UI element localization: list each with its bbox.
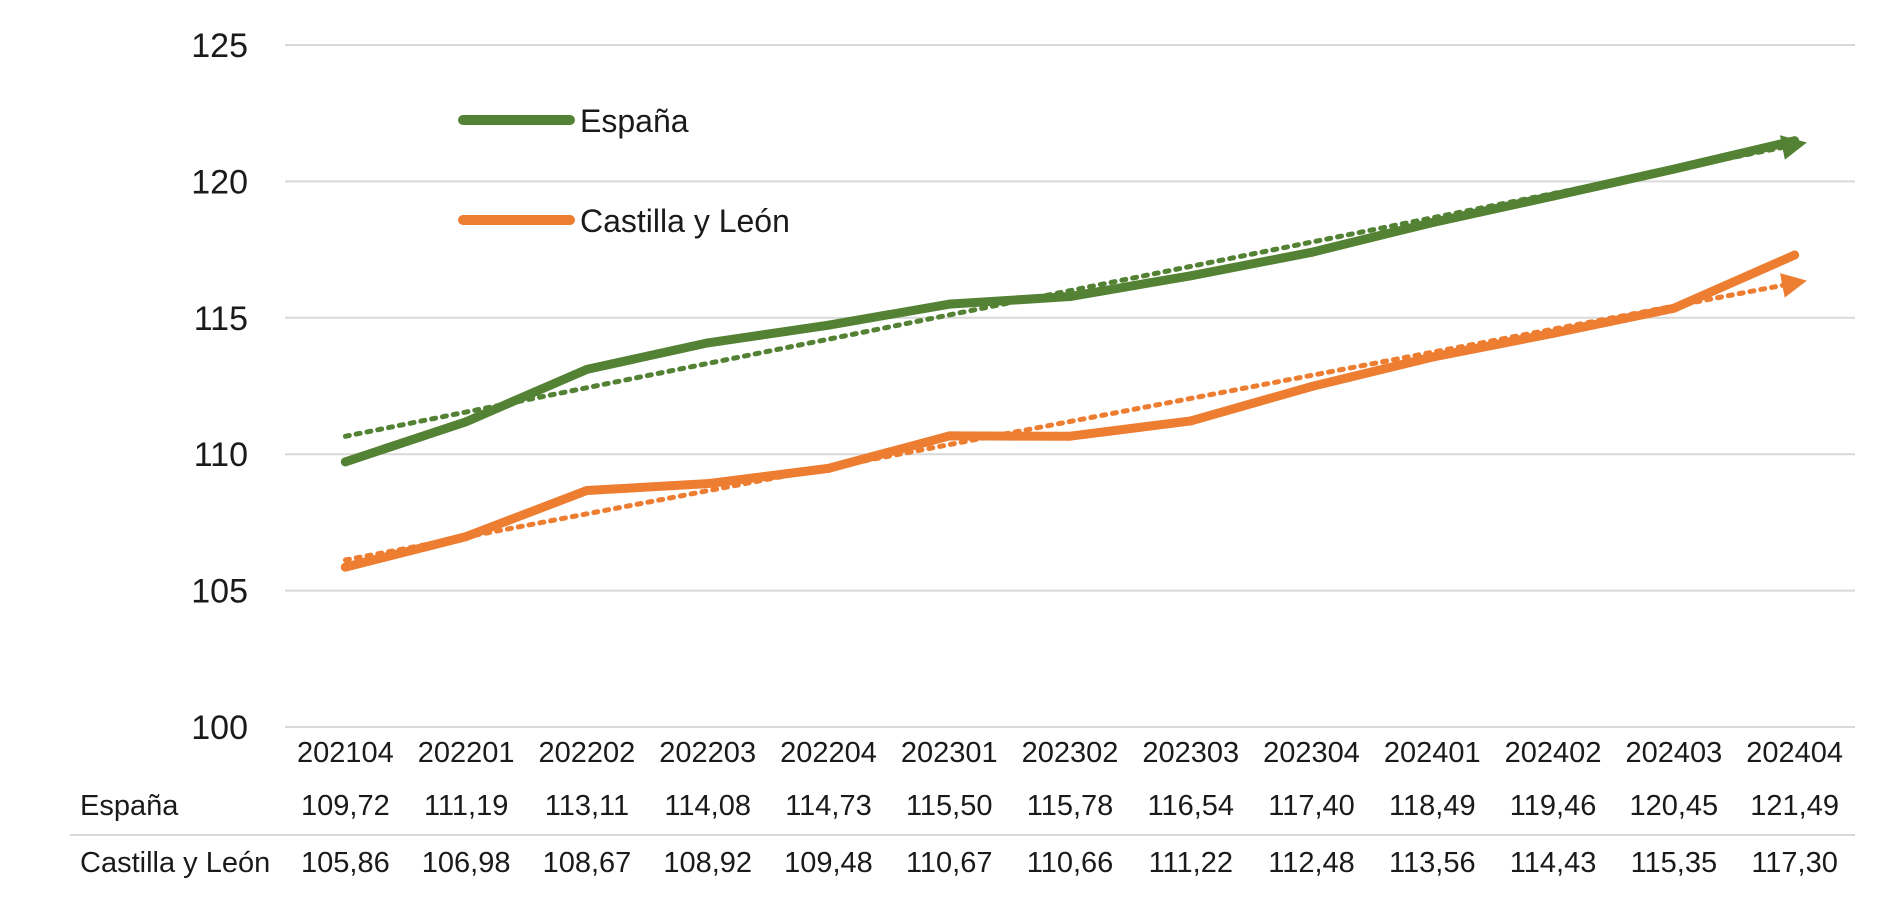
x-tick-label: 202304 (1263, 737, 1360, 769)
x-tick-label: 202301 (901, 737, 998, 769)
table-cell: 115,50 (906, 790, 993, 822)
table-cell: 117,40 (1268, 790, 1355, 822)
table-cell: 112,48 (1268, 847, 1355, 879)
table-cell: 119,46 (1510, 790, 1597, 822)
data-point (461, 417, 471, 427)
table-cell: 111,22 (1149, 847, 1233, 879)
data-point (1548, 328, 1558, 338)
x-tick-label: 202303 (1142, 737, 1239, 769)
legend-label: Castilla y León (580, 203, 790, 239)
data-point (1669, 164, 1679, 174)
data-point (1548, 191, 1558, 201)
y-tick-label: 105 (191, 573, 248, 611)
table-cell: 106,98 (422, 847, 511, 879)
x-tick-label: 202302 (1022, 737, 1119, 769)
x-tick-label: 202402 (1505, 737, 1602, 769)
data-point (582, 364, 592, 374)
data-point (823, 320, 833, 330)
data-point (944, 299, 954, 309)
data-point (1065, 431, 1075, 441)
data-point (1186, 271, 1196, 281)
x-tick-label: 202104 (297, 737, 394, 769)
table-cell: 110,66 (1027, 847, 1114, 879)
table-cell: 114,43 (1510, 847, 1597, 879)
series-line-espana (340, 136, 1800, 467)
table-cell: 118,49 (1389, 790, 1476, 822)
x-tick-label: 202403 (1625, 737, 1722, 769)
table-cell: 108,92 (663, 847, 752, 879)
data-point (1307, 247, 1317, 257)
data-point (1669, 303, 1679, 313)
x-tick-label: 202201 (418, 737, 515, 769)
data-point (1186, 416, 1196, 426)
legend-label: España (580, 103, 689, 139)
table-cell: 117,30 (1751, 847, 1838, 879)
data-point (1427, 218, 1437, 228)
y-tick-label: 115 (194, 300, 248, 338)
data-point (703, 338, 713, 348)
x-tick-label: 202204 (780, 737, 877, 769)
table-cell: 113,56 (1389, 847, 1476, 879)
table-cell: 111,19 (424, 790, 508, 822)
data-point (461, 532, 471, 542)
table-row-header: España (80, 790, 179, 822)
table-cell: 114,08 (664, 790, 751, 822)
data-point (944, 431, 954, 441)
table-cell: 105,86 (301, 847, 390, 879)
table-cell: 108,67 (543, 847, 632, 879)
table-cell: 109,72 (301, 790, 390, 822)
y-tick-label: 120 (191, 163, 248, 201)
y-tick-label: 100 (191, 709, 248, 747)
table-cell: 115,35 (1631, 847, 1718, 879)
y-tick-label: 125 (191, 27, 248, 65)
data-point (1790, 250, 1800, 260)
table-cell: 113,11 (545, 790, 629, 822)
data-point (340, 562, 350, 572)
table-cell: 120,45 (1629, 790, 1718, 822)
table-cell: 116,54 (1147, 790, 1234, 822)
x-tick-label: 202401 (1384, 737, 1481, 769)
table-cell: 110,67 (906, 847, 993, 879)
table-cell: 114,73 (785, 790, 872, 822)
data-point (823, 463, 833, 473)
data-point (340, 457, 350, 467)
table-cell: 115,78 (1027, 790, 1114, 822)
data-point (1307, 382, 1317, 392)
data-point (582, 485, 592, 495)
data-point (1790, 136, 1800, 146)
data-point (703, 479, 713, 489)
x-tick-label: 202404 (1746, 737, 1843, 769)
y-tick-label: 110 (194, 436, 248, 474)
table-cell: 109,48 (784, 847, 873, 879)
x-tick-label: 202202 (539, 737, 636, 769)
x-tick-label: 202203 (659, 737, 756, 769)
data-point (1065, 292, 1075, 302)
table-row-header: Castilla y León (80, 847, 270, 879)
table-cell: 121,49 (1750, 790, 1839, 822)
data-point (1427, 352, 1437, 362)
